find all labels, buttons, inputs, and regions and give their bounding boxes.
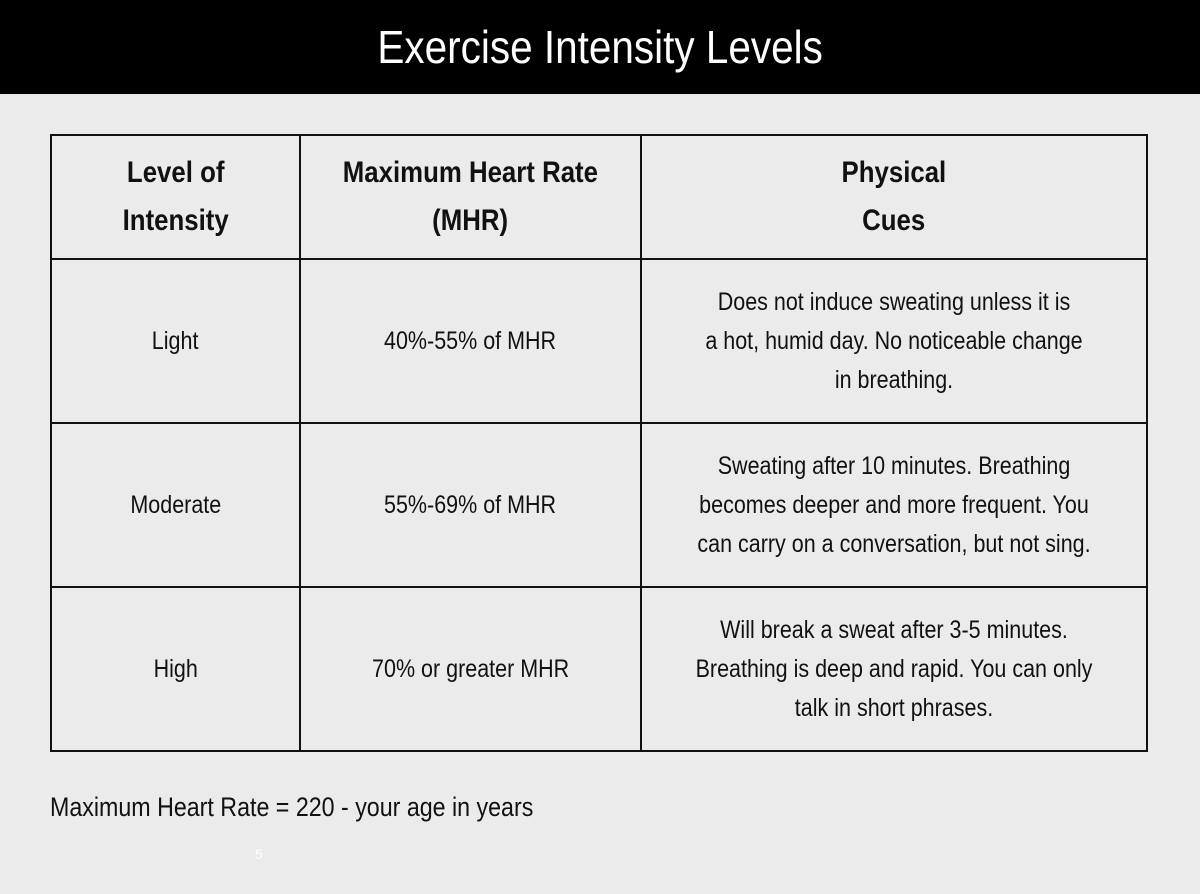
cue-line: can carry on a conversation, but not sin… xyxy=(697,529,1091,558)
table-row: Light 40%-55% of MHR Does not induce swe… xyxy=(50,258,1149,424)
page-number: 5 xyxy=(255,846,263,862)
level-text: Moderate xyxy=(130,490,221,519)
header-maximum-heart-rate: Maximum Heart Rate (MHR) xyxy=(298,134,642,260)
cell-level: Light xyxy=(50,258,301,424)
header-line: Cues xyxy=(862,204,926,237)
header-level-of-intensity: Level of Intensity xyxy=(50,134,301,260)
cell-cues: Will break a sweat after 3-5 minutes. Br… xyxy=(639,586,1149,752)
header-line: Level of xyxy=(126,156,225,189)
cue-line: becomes deeper and more frequent. You xyxy=(699,490,1089,519)
cell-cues: Does not induce sweating unless it is a … xyxy=(639,258,1149,424)
cue-line: a hot, humid day. No noticeable change xyxy=(705,326,1083,355)
cell-mhr: 40%-55% of MHR xyxy=(298,258,642,424)
cue-line: talk in short phrases. xyxy=(794,693,994,722)
cue-line: Sweating after 10 minutes. Breathing xyxy=(717,451,1071,480)
cue-line: Does not induce sweating unless it is xyxy=(717,287,1071,316)
cue-line: in breathing. xyxy=(834,365,954,394)
cell-level: Moderate xyxy=(50,422,301,588)
cue-line: Will break a sweat after 3-5 minutes. xyxy=(720,615,1068,644)
cell-level: High xyxy=(50,586,301,752)
level-text: Light xyxy=(152,326,199,355)
header-line: Intensity xyxy=(122,204,229,237)
mhr-text: 70% or greater MHR xyxy=(371,654,570,683)
table-row: High 70% or greater MHR Will break a swe… xyxy=(50,586,1149,752)
mhr-text: 55%-69% of MHR xyxy=(384,490,557,519)
cue-line: Breathing is deep and rapid. You can onl… xyxy=(695,654,1093,683)
level-text: High xyxy=(153,654,198,683)
cell-mhr: 70% or greater MHR xyxy=(298,586,642,752)
mhr-text: 40%-55% of MHR xyxy=(384,326,557,355)
header-line: Physical xyxy=(841,156,947,189)
page-title: Exercise Intensity Levels xyxy=(377,21,823,73)
intensity-table: Level of Intensity Maximum Heart Rate (M… xyxy=(50,134,1149,752)
cell-mhr: 55%-69% of MHR xyxy=(298,422,642,588)
cell-cues: Sweating after 10 minutes. Breathing bec… xyxy=(639,422,1149,588)
title-bar: Exercise Intensity Levels xyxy=(0,0,1200,94)
table-header-row: Level of Intensity Maximum Heart Rate (M… xyxy=(50,134,1149,260)
header-physical-cues: Physical Cues xyxy=(639,134,1149,260)
header-line: (MHR) xyxy=(432,204,509,237)
formula-footnote: Maximum Heart Rate = 220 - your age in y… xyxy=(50,792,534,822)
header-line: Maximum Heart Rate xyxy=(342,156,599,189)
table-row: Moderate 55%-69% of MHR Sweating after 1… xyxy=(50,422,1149,588)
